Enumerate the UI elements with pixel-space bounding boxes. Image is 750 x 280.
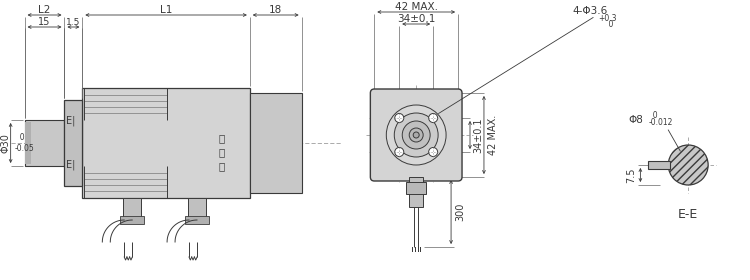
Text: 18: 18 — [269, 5, 282, 15]
Text: E-E: E-E — [678, 209, 698, 221]
Text: 42 MAX.: 42 MAX. — [394, 2, 438, 12]
Circle shape — [394, 148, 404, 157]
Bar — [188, 198, 206, 220]
Bar — [25, 122, 31, 164]
Circle shape — [402, 121, 430, 149]
Circle shape — [668, 145, 708, 185]
Circle shape — [410, 128, 423, 142]
Text: 300: 300 — [455, 203, 465, 221]
Circle shape — [429, 113, 437, 123]
Bar — [185, 216, 209, 224]
Bar — [82, 88, 250, 198]
Text: +0.3: +0.3 — [598, 13, 617, 22]
Text: 器: 器 — [219, 161, 225, 171]
Bar — [406, 182, 426, 194]
Bar — [648, 161, 670, 169]
Text: 42 MAX.: 42 MAX. — [488, 115, 498, 155]
Circle shape — [386, 105, 446, 165]
Bar — [250, 93, 302, 193]
Text: E|: E| — [67, 116, 76, 126]
Circle shape — [413, 132, 419, 138]
Bar — [64, 100, 82, 186]
Text: Φ8: Φ8 — [628, 115, 644, 125]
Text: 15: 15 — [38, 17, 51, 27]
Text: 0: 0 — [648, 111, 658, 120]
Bar — [120, 216, 144, 224]
Text: 7.5: 7.5 — [626, 167, 637, 183]
Text: L2: L2 — [38, 5, 51, 15]
Text: 34±0.1: 34±0.1 — [397, 14, 436, 24]
Text: Φ30: Φ30 — [1, 133, 10, 153]
FancyBboxPatch shape — [370, 89, 462, 181]
Text: E|: E| — [67, 160, 76, 170]
Text: 1.5: 1.5 — [66, 18, 80, 27]
Bar — [25, 120, 64, 166]
Text: -0.012: -0.012 — [648, 118, 673, 127]
Text: 0: 0 — [15, 132, 24, 141]
Text: L1: L1 — [160, 5, 172, 15]
Circle shape — [394, 113, 404, 123]
Bar — [410, 177, 423, 207]
Text: 编: 编 — [219, 133, 225, 143]
Text: -0.05: -0.05 — [15, 144, 34, 153]
Text: 码: 码 — [219, 147, 225, 157]
Text: 0: 0 — [598, 20, 613, 29]
Circle shape — [394, 113, 438, 157]
Bar — [123, 198, 141, 220]
Text: 34±0.1: 34±0.1 — [473, 117, 483, 153]
Circle shape — [429, 148, 437, 157]
Text: 4-Φ3.6: 4-Φ3.6 — [573, 6, 608, 16]
